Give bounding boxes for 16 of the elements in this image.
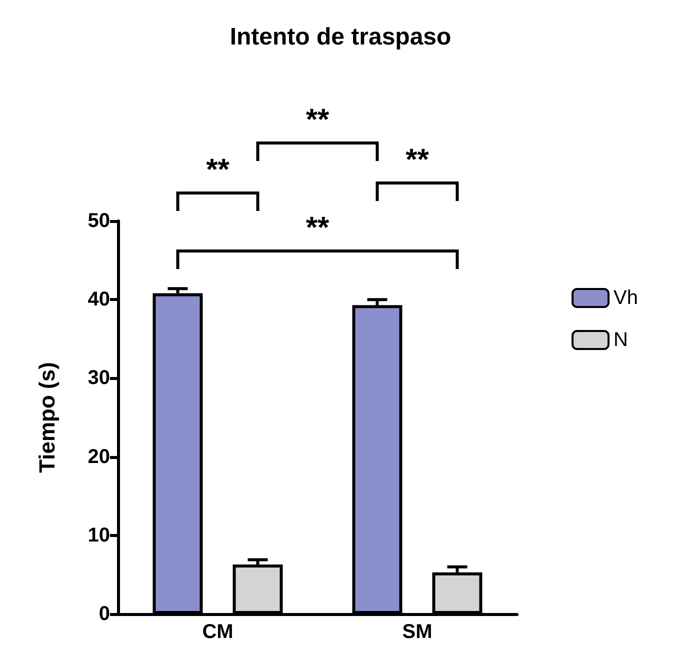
y-axis-title: Tiempo (s) bbox=[34, 362, 60, 473]
text: ** bbox=[206, 154, 230, 186]
text: ** bbox=[306, 104, 330, 136]
x-tick-label: SM bbox=[402, 621, 432, 643]
y-tick-label: 10 bbox=[88, 524, 110, 546]
y-tick-label: 20 bbox=[88, 446, 110, 468]
x-tick-label: CM bbox=[202, 621, 234, 643]
y-tick-label: 40 bbox=[88, 288, 110, 311]
y-tick-label: 0 bbox=[98, 603, 110, 625]
legend-label: Vh bbox=[614, 287, 638, 309]
annotation: ** bbox=[306, 212, 330, 244]
chart-title: Intento de traspaso bbox=[230, 24, 452, 50]
y-tick-label: 30 bbox=[88, 367, 110, 390]
legend-label: N bbox=[614, 329, 628, 351]
text: ** bbox=[406, 144, 430, 176]
y-tick-label: 50 bbox=[88, 210, 110, 232]
